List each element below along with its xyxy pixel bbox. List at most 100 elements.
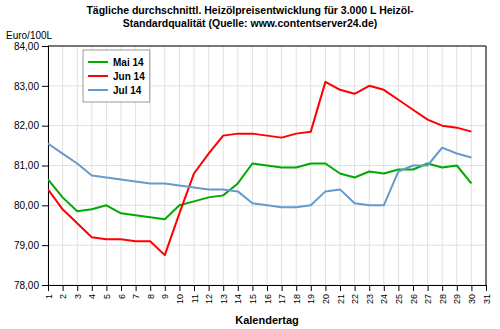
tick: 8 <box>146 285 156 299</box>
tick-label: 28 <box>438 294 448 304</box>
legend-swatch <box>88 75 108 77</box>
tick: 3 <box>73 285 83 299</box>
tick-mark <box>369 285 370 291</box>
tick-mark <box>442 285 443 291</box>
tick-mark <box>471 285 472 291</box>
grid-line <box>486 46 487 285</box>
tick: 28 <box>438 285 448 304</box>
tick-label: 82,00 <box>14 120 39 131</box>
tick-label: 6 <box>117 294 127 299</box>
tick-label: 14 <box>233 294 243 304</box>
tick-label: 21 <box>336 294 346 304</box>
tick: 81,00 <box>14 160 48 171</box>
tick: 16 <box>263 285 273 304</box>
grid-line <box>48 46 486 47</box>
tick: 83,00 <box>14 81 48 92</box>
tick: 23 <box>365 285 375 304</box>
tick-label: 1 <box>44 294 54 299</box>
tick-mark <box>428 285 429 291</box>
tick-mark <box>267 285 268 291</box>
legend-swatch <box>88 89 108 91</box>
y-axis: 78,00 79,00 80,00 81,00 82,00 83,00 84,00 <box>14 41 49 291</box>
axis-line <box>49 286 487 292</box>
chart: 1234567891011121314151617181920212223242… <box>0 0 500 329</box>
title: Tägliche durchschnittl. Heizölpreisentwi… <box>86 4 414 29</box>
tick-mark <box>42 126 48 127</box>
tick: 19 <box>306 285 316 304</box>
grid <box>48 46 486 285</box>
legend-label: Mai 14 <box>113 57 144 68</box>
grid-line <box>48 125 486 126</box>
tick-label: 24 <box>379 294 389 304</box>
tick: 29 <box>452 285 462 304</box>
y-axis-title: Euro/100L <box>6 30 53 41</box>
tick: 78,00 <box>14 280 48 291</box>
lines <box>48 82 471 255</box>
tick: 20 <box>321 285 331 304</box>
tick: 24 <box>379 285 389 304</box>
tick: 21 <box>336 285 346 304</box>
tick-mark <box>325 285 326 291</box>
tick-label: 79,00 <box>14 240 39 251</box>
tick-mark <box>179 285 180 291</box>
tick-mark <box>42 46 48 47</box>
tick-label: 16 <box>263 294 273 304</box>
tick-mark <box>486 285 487 291</box>
tick: 31 <box>482 285 492 304</box>
tick-label: 81,00 <box>14 160 39 171</box>
tick-label: 8 <box>146 294 156 299</box>
tick: 26 <box>409 285 419 304</box>
tick-label: 23 <box>365 294 375 304</box>
tick-mark <box>340 285 341 291</box>
tick: 13 <box>219 285 229 304</box>
tick-mark <box>150 285 151 291</box>
tick-label: 26 <box>409 294 419 304</box>
tick: 30 <box>467 285 477 304</box>
tick-label: 15 <box>248 294 258 304</box>
tick-mark <box>42 245 48 246</box>
tick-mark <box>398 285 399 291</box>
tick-mark <box>121 285 122 291</box>
tick-mark <box>413 285 414 291</box>
tick-label: 19 <box>306 294 316 304</box>
x-axis-title: Kalendertag <box>235 314 299 326</box>
tick-mark <box>42 205 48 206</box>
tick: 2 <box>58 285 68 299</box>
tick: 84,00 <box>14 41 48 52</box>
tick-mark <box>457 285 458 291</box>
tick: 6 <box>117 285 127 299</box>
tick: 4 <box>87 285 97 299</box>
series-line <box>48 144 471 208</box>
legend-label: Jul 14 <box>113 85 142 96</box>
tick-mark <box>106 285 107 291</box>
legend-box <box>83 50 150 102</box>
tick: 17 <box>277 285 287 304</box>
tick-label: 29 <box>452 294 462 304</box>
tick-label: 83,00 <box>14 81 39 92</box>
tick: 5 <box>102 285 112 299</box>
tick-mark <box>384 285 385 291</box>
tick: 10 <box>175 285 185 304</box>
series-line <box>48 164 471 220</box>
tick-mark <box>194 285 195 291</box>
tick-label: 9 <box>160 294 170 299</box>
axis-line <box>42 47 49 286</box>
grid-line <box>48 245 486 246</box>
tick-label: 80,00 <box>14 200 39 211</box>
tick: 79,00 <box>14 240 48 251</box>
tick: 12 <box>204 285 214 304</box>
frame <box>48 46 486 47</box>
tick-label: 4 <box>87 294 97 299</box>
tick-label: 10 <box>175 294 185 304</box>
plot: 1234567891011121314151617181920212223242… <box>14 41 492 304</box>
tick: 27 <box>423 285 433 304</box>
x-axis: 1234567891011121314151617181920212223242… <box>44 285 492 304</box>
tick-label: 31 <box>482 294 492 304</box>
tick: 25 <box>394 285 404 304</box>
tick-label: 78,00 <box>14 280 39 291</box>
tick-label: 22 <box>350 294 360 304</box>
tick-mark <box>165 285 166 291</box>
tick-mark <box>209 285 210 291</box>
tick-mark <box>77 285 78 291</box>
tick-label: 17 <box>277 294 287 304</box>
